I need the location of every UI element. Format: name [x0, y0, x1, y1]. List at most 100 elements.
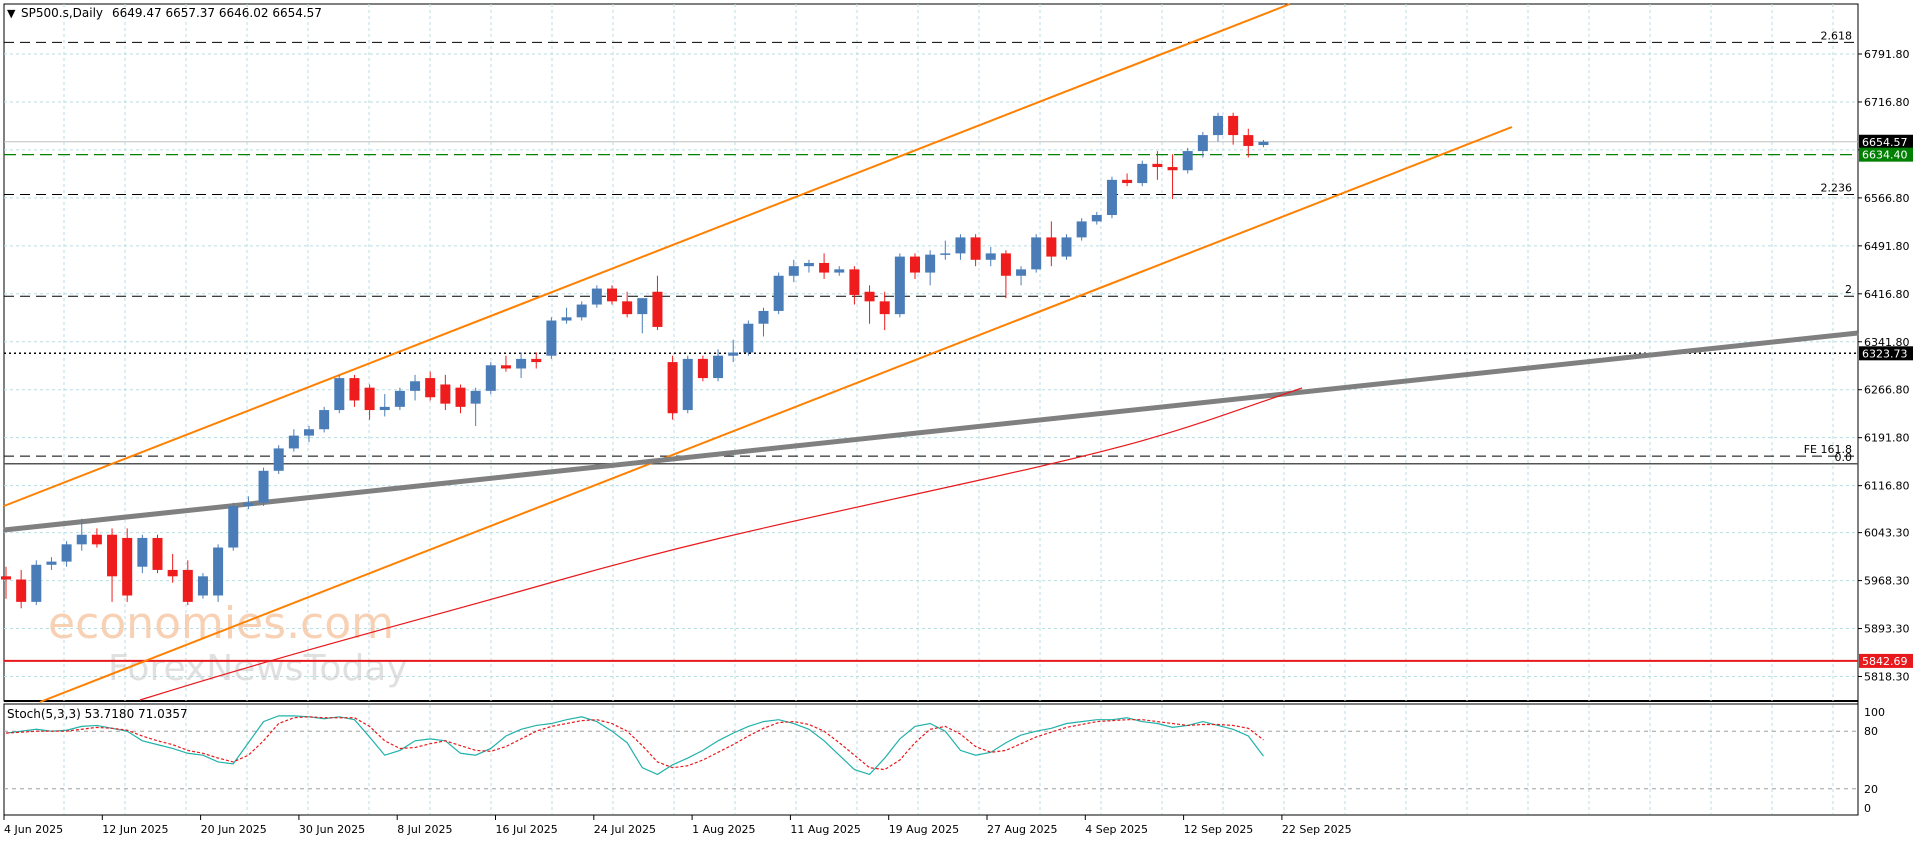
- time-tick-label: 20 Jun 2025: [201, 823, 267, 836]
- candle-bull: [561, 317, 572, 321]
- time-tick-label: 12 Jun 2025: [102, 823, 168, 836]
- candle-bull: [591, 288, 602, 305]
- candle-bear: [1243, 135, 1254, 146]
- candle-bear: [531, 358, 542, 363]
- candle-bull: [76, 534, 87, 545]
- candle-bull: [379, 406, 390, 411]
- channel-lower-line: [39, 126, 1513, 703]
- ohlc-values: 6649.47 6657.37 6646.02 6654.57: [112, 6, 322, 20]
- candle-bear: [455, 387, 466, 407]
- time-tick-label: 16 Jul 2025: [496, 823, 558, 836]
- candle-bull: [576, 304, 587, 318]
- candle-bull: [288, 435, 299, 449]
- stoch-label: Stoch(5,3,3) 53.7180 71.0357: [7, 707, 188, 721]
- time-tick-label: 24 Jul 2025: [594, 823, 656, 836]
- time-tick-label: 22 Sep 2025: [1282, 823, 1352, 836]
- symbol-label: SP500.s,Daily: [21, 6, 103, 20]
- candle-bull: [788, 266, 799, 276]
- fib-level-label: 0.0: [1835, 451, 1853, 464]
- green-level-tag-bg: [1859, 147, 1913, 162]
- candle-bear: [167, 569, 178, 577]
- candle-bear: [364, 387, 375, 411]
- time-tick-label: 19 Aug 2025: [889, 823, 959, 836]
- candle-bull: [925, 254, 936, 273]
- axis-tick-label: 6716.80: [1864, 96, 1910, 109]
- candle-bear: [182, 569, 193, 602]
- axis-tick-label: 6266.80: [1864, 384, 1910, 397]
- long-trend-line: [3, 330, 1859, 533]
- candle-bull: [485, 365, 496, 391]
- candle-bear: [849, 269, 860, 295]
- candle-bull: [394, 390, 405, 407]
- candle-bull: [1016, 269, 1027, 276]
- trend-lines: [3, 3, 1859, 703]
- candle-bull: [1258, 141, 1269, 146]
- candle-bull: [1091, 215, 1102, 222]
- candle-bear: [667, 362, 678, 414]
- candle-bear: [910, 256, 920, 273]
- candle-bull: [1076, 221, 1087, 238]
- stoch-main-line: [5, 715, 1264, 776]
- candle-bear: [1228, 115, 1239, 136]
- candle-bear: [16, 579, 27, 602]
- candle-bull: [1061, 237, 1072, 257]
- candle-bear: [122, 537, 133, 596]
- candle-bear: [349, 378, 360, 401]
- candle-bull: [1182, 151, 1193, 171]
- stoch-axis-label: 100: [1864, 706, 1885, 719]
- fib-level-label: 2.236: [1821, 182, 1853, 195]
- candle-bull: [834, 269, 845, 273]
- moving-average-line: [139, 387, 1303, 701]
- time-tick-label: 4 Jun 2025: [4, 823, 63, 836]
- channel-upper-line: [3, 3, 1291, 507]
- candle-bear: [1, 576, 11, 580]
- candle-bull: [758, 310, 769, 324]
- candle-bull: [258, 470, 269, 503]
- axis-tick-label: 6043.30: [1864, 527, 1910, 540]
- fib-level-label: FE 161.8: [1804, 443, 1852, 456]
- candle-bull: [273, 448, 284, 471]
- candle-bear: [864, 291, 875, 302]
- axis-tick-label: 6791.80: [1864, 48, 1910, 61]
- candle-bull: [1106, 179, 1117, 216]
- candle-bull: [243, 502, 254, 506]
- candle-bull: [955, 237, 966, 254]
- candle-bull: [894, 256, 905, 315]
- time-tick-label: 1 Aug 2025: [692, 823, 755, 836]
- axis-tick-label: 5968.30: [1864, 575, 1910, 588]
- candle-bear: [152, 537, 163, 570]
- candle-bull: [228, 505, 239, 548]
- fib-level-label: 2: [1845, 283, 1852, 296]
- axis-tick-label: 6116.80: [1864, 480, 1910, 493]
- axis-tick-label: 5893.30: [1864, 623, 1910, 636]
- stoch-axis-label: 20: [1864, 783, 1878, 796]
- candle-bull: [728, 352, 739, 356]
- candle-bull: [197, 576, 208, 596]
- stochastic-oscillator: 100 80 20 0: [4, 706, 1885, 815]
- axis-tick-label: 5818.30: [1864, 671, 1910, 684]
- candle-bear: [1167, 167, 1178, 171]
- axis-tick-label: 6491.80: [1864, 240, 1910, 253]
- watermark-line-2: ForexNewsToday: [108, 648, 408, 689]
- candle-bull: [1137, 163, 1148, 184]
- candle-bull: [985, 253, 996, 260]
- candle-bear: [500, 365, 511, 369]
- candle-bear: [970, 237, 981, 260]
- stoch-axis-label: 80: [1864, 725, 1878, 738]
- candle-bear: [879, 301, 890, 315]
- time-tick-label: 11 Aug 2025: [790, 823, 860, 836]
- stoch-pane-frame: [3, 703, 1859, 816]
- stoch-axis-label: 0: [1864, 802, 1871, 815]
- candle-bull: [410, 381, 421, 391]
- candles: [1, 112, 1269, 609]
- candle-bear: [697, 358, 708, 379]
- candle-bull: [743, 323, 754, 353]
- time-tick-label: 8 Jul 2025: [397, 823, 452, 836]
- green-level-tag: 6634.40: [1862, 149, 1908, 162]
- candle-bull: [546, 320, 557, 356]
- candle-bull: [304, 429, 314, 436]
- time-tick-label: 30 Jun 2025: [299, 823, 365, 836]
- candle-bull: [213, 547, 224, 596]
